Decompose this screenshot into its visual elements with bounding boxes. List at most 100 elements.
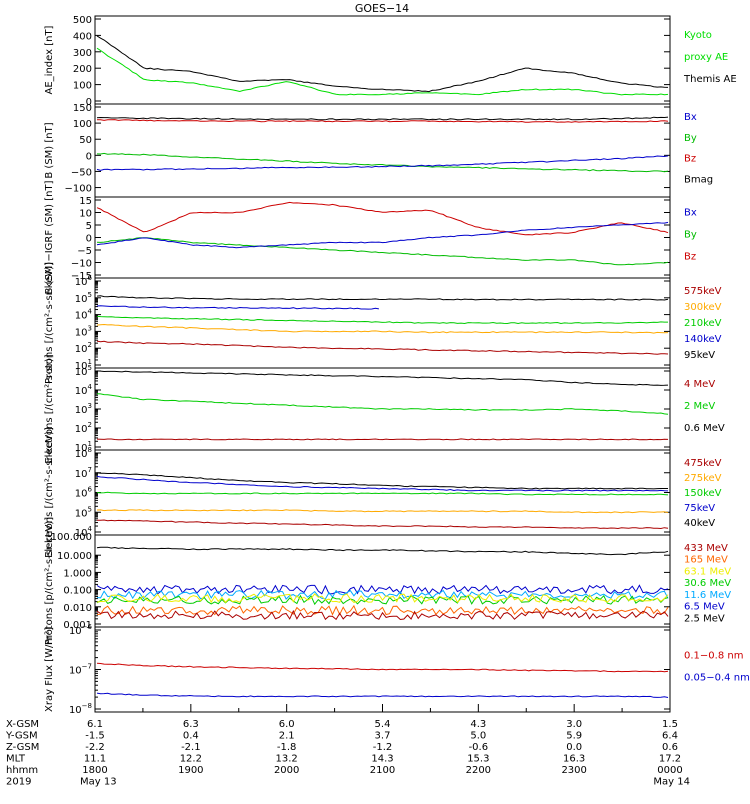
legend-label: Themis AE	[683, 74, 737, 85]
legend-label: Bmag	[684, 174, 713, 185]
series-line	[96, 491, 669, 496]
legend-label: 210keV	[684, 318, 722, 329]
series-line	[96, 295, 669, 301]
panel-ylabel: B (SM) [nT]	[44, 122, 55, 178]
ytick-label: 108	[75, 446, 92, 460]
series-line	[96, 221, 669, 249]
panel-7: 10.000 1.000 0.100 0.010 0.001 100.000Protons…	[44, 517, 731, 645]
panel-ylabel: Electrons [/(cm²-s-sr)]	[44, 354, 55, 463]
ytick-label: 150	[73, 103, 92, 114]
footer-value: 16.3	[563, 754, 585, 765]
series-line	[96, 116, 669, 121]
series-line	[96, 589, 669, 600]
footer-value: 5.0	[470, 731, 486, 742]
legend-label: 6.5 MeV	[684, 602, 725, 613]
series-line	[96, 662, 669, 673]
ytick-label: 103	[75, 402, 92, 416]
footer-value: 6.3	[183, 719, 199, 730]
footer-value: 17.2	[659, 754, 681, 765]
footer-value: May 13	[80, 777, 117, 788]
series-line	[96, 609, 669, 621]
ytick-label: 105	[75, 505, 92, 519]
ytick-exponent: 1	[88, 440, 92, 448]
legend-label: 2 MeV	[684, 401, 715, 412]
ytick-label: 100.000	[51, 532, 92, 543]
legend-label: 30.6 MeV	[684, 578, 731, 589]
ytick-label: 10.000	[57, 551, 92, 562]
footer-value: 11.1	[84, 754, 106, 765]
ytick-label: −100	[65, 184, 92, 195]
series-line	[96, 584, 669, 595]
footer-value: 6.0	[279, 719, 295, 730]
footer-value: 6.4	[662, 731, 678, 742]
series-line	[96, 305, 379, 310]
legend-label: 0.6 MeV	[684, 423, 725, 434]
ytick-label: 50	[79, 135, 92, 146]
ytick-exponent: 7	[88, 466, 92, 474]
series-line	[96, 119, 669, 123]
legend-label: 11.6 MeV	[684, 590, 731, 601]
ytick-label: −5	[77, 246, 92, 257]
panel-frame	[94, 196, 671, 279]
ytick-label: 0	[86, 97, 92, 108]
ytick-exponent: −6	[82, 623, 93, 631]
footer-value: 5.9	[566, 731, 582, 742]
footer-value: -2.2	[85, 742, 105, 753]
series-line	[96, 237, 669, 266]
ytick-label: 200	[73, 64, 92, 75]
ytick-exponent: 4	[88, 383, 93, 391]
legend-label: Bx	[684, 208, 697, 219]
legend-label: 575keV	[684, 286, 722, 297]
ytick-exponent: 1	[88, 358, 92, 366]
panel-ylabel: Electrons [/(cm²-s-sr-keV)]	[44, 427, 55, 558]
legend-label: Kyoto	[684, 30, 712, 41]
footer-value: 3.7	[375, 731, 391, 742]
ytick-exponent: 2	[88, 341, 92, 349]
ytick-label: 300	[73, 48, 92, 59]
ytick-exponent: 3	[88, 402, 92, 410]
series-line	[96, 35, 669, 93]
panel-1: 500 400 300 200 100 0 AE_index [nT] Kyoto proxy …	[44, 15, 737, 108]
ytick-label: 15	[79, 196, 92, 207]
footer-value: 1.5	[662, 719, 678, 730]
series-line	[96, 201, 669, 236]
ytick-label: 102	[75, 341, 92, 355]
ytick-label: 106	[75, 274, 93, 288]
ytick-label: 102	[75, 421, 92, 435]
legend-label: 475keV	[684, 458, 722, 469]
footer-value: 2.1	[279, 731, 295, 742]
panel-ylabel: Xray Flux [W/m²]	[44, 627, 55, 712]
footer-value: May 14	[653, 777, 690, 788]
legend-label: 40keV	[684, 518, 715, 529]
ytick-label: 104	[75, 383, 93, 397]
series-line	[96, 155, 669, 171]
series-line	[96, 393, 669, 415]
ytick-label: 104	[75, 308, 93, 322]
ytick-label: 10−8	[69, 702, 92, 716]
series-line	[96, 315, 668, 325]
plot-title: GOES−14	[355, 2, 409, 15]
ytick-label: 10	[79, 209, 92, 220]
ytick-label: 0.100	[63, 586, 92, 597]
series-line	[96, 593, 669, 604]
ytick-label: 100	[73, 81, 92, 92]
footer-value: 0.6	[662, 742, 678, 753]
legend-label: 95keV	[684, 350, 715, 361]
footer-row-label: Y-GSM	[5, 731, 38, 742]
panel-ylabel: AE_index [nT]	[44, 25, 55, 94]
ytick-label: −50	[71, 167, 92, 178]
ytick-label: 105	[75, 291, 92, 305]
footer-value: 12.2	[180, 754, 202, 765]
footer-value: 3.0	[566, 719, 582, 730]
legend-label: Bx	[684, 112, 697, 123]
ytick-label: 106	[75, 486, 93, 500]
legend-label: proxy AE	[684, 52, 728, 63]
footer-value: -1.5	[85, 731, 105, 742]
footer-value: 0.4	[183, 731, 199, 742]
legend-label: 0.05−0.4 nm	[684, 673, 750, 684]
series-line	[96, 692, 669, 698]
